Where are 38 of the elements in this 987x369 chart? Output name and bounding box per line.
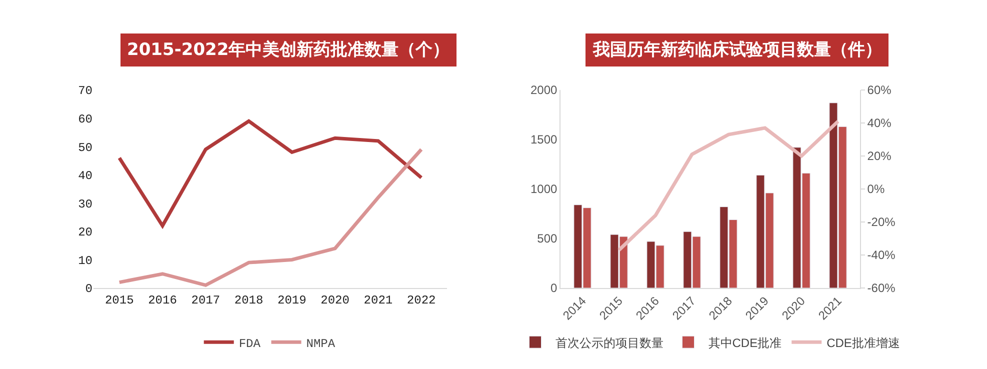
legend-label: 其中CDE批准 — [708, 336, 782, 350]
y2-tick-label: 0% — [867, 182, 885, 196]
x-tick-label: 2020 — [320, 293, 350, 308]
x-tick-label: 2016 — [148, 293, 177, 308]
y-tick-label: 50 — [78, 140, 92, 155]
legend-label: NMPA — [306, 336, 336, 351]
y-tick-label: 70 — [78, 84, 92, 98]
line-series — [118, 148, 424, 287]
y-tick-label: 20 — [78, 226, 92, 240]
y-tick-label: 60 — [78, 112, 92, 126]
line-series — [118, 119, 424, 228]
y-tick-label: 1500 — [530, 132, 558, 147]
y-tick-label: 1000 — [530, 182, 558, 196]
y2-tick-label: -60% — [867, 281, 896, 296]
y2-tick-label: 40% — [867, 116, 892, 130]
y-tick-label: 40 — [78, 169, 92, 184]
y-tick-label: 10 — [78, 254, 92, 268]
y-tick-label: 30 — [78, 197, 92, 212]
x-tick-label: 2015 — [104, 293, 134, 308]
y-tick-label: 500 — [537, 232, 558, 246]
x-tick-label: 2018 — [234, 293, 264, 308]
legend-label: 首次公示的项目数量 — [555, 336, 664, 350]
y-tick-label: 0 — [85, 282, 92, 296]
legend-label: CDE批准增速 — [826, 336, 900, 350]
y2-tick-label: -40% — [867, 248, 896, 262]
x-tick-label: 2021 — [364, 293, 393, 308]
y2-tick-label: 60% — [867, 83, 892, 98]
y2-tick-label: 20% — [867, 149, 892, 164]
y-tick-label: 2000 — [530, 83, 558, 98]
chart-title: 2015-2022年中美创新药批准数量（个） — [127, 40, 450, 60]
y2-tick-label: -20% — [867, 215, 896, 230]
chart-title: 我国历年新药临床试验项目数量（件） — [592, 40, 882, 60]
x-tick-label: 2022 — [406, 293, 436, 308]
x-tick-label: 2017 — [191, 293, 220, 308]
line-series — [617, 120, 840, 252]
legend-label: FDA — [238, 336, 262, 351]
x-tick-label: 2019 — [278, 293, 306, 308]
y-tick-label: 0 — [550, 281, 558, 296]
